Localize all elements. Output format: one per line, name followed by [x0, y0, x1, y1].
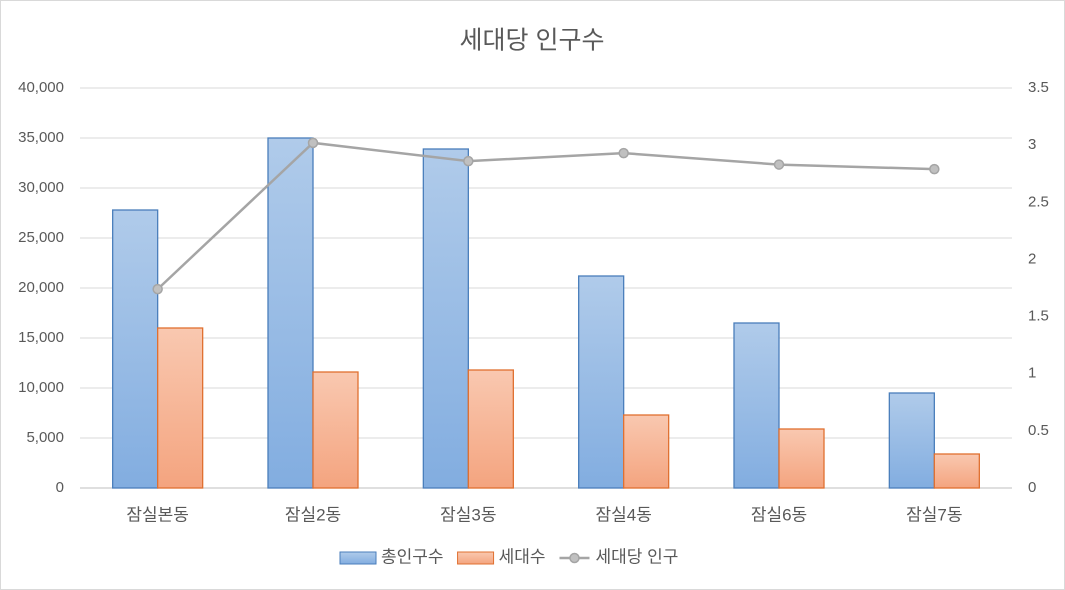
- y2-tick-label: 0.5: [1028, 422, 1049, 439]
- chart-title: 세대당 인구수: [460, 27, 605, 55]
- bar: [312, 371, 359, 489]
- y2-tick-label: 0: [1028, 479, 1036, 496]
- x-tick-label: 잠실2동: [285, 505, 341, 524]
- legend-swatch: [339, 551, 377, 565]
- y-tick-label: 5,000: [26, 429, 64, 446]
- y-tick-label: 35,000: [18, 129, 64, 146]
- y2-tick-label: 3: [1028, 136, 1036, 153]
- bar: [157, 327, 204, 489]
- y2-tick-label: 3.5: [1028, 79, 1049, 96]
- x-tick-label: 잠실3동: [440, 505, 496, 524]
- y-tick-label: 10,000: [18, 379, 64, 396]
- bar: [623, 414, 670, 489]
- line-marker: [773, 159, 785, 170]
- line-marker: [463, 155, 474, 167]
- legend-swatch: [569, 552, 580, 564]
- legend-label: 세대수: [499, 547, 546, 566]
- bar: [888, 392, 935, 489]
- legend-label: 세대당 인구: [595, 547, 678, 566]
- y2-tick-label: 1: [1028, 365, 1036, 382]
- bar: [933, 453, 980, 489]
- x-tick-label: 잠실본동: [126, 505, 189, 524]
- bar: [733, 322, 780, 489]
- y-tick-label: 40,000: [18, 79, 64, 96]
- x-tick-label: 잠실7동: [906, 505, 962, 524]
- line: [156, 141, 935, 291]
- y-tick-label: 0: [56, 479, 64, 496]
- y2-tick-label: 1.5: [1028, 308, 1049, 325]
- bar: [422, 148, 469, 489]
- x-tick-label: 잠실6동: [751, 505, 807, 524]
- line-marker: [618, 147, 629, 159]
- y-tick-label: 25,000: [18, 229, 64, 246]
- line-marker: [307, 137, 319, 149]
- y2-tick-label: 2.5: [1028, 193, 1049, 210]
- bar: [267, 137, 314, 489]
- line-marker: [152, 283, 163, 295]
- legend-label: 총인구수: [381, 547, 444, 566]
- bar: [578, 275, 625, 489]
- y-tick-label: 30,000: [18, 179, 64, 196]
- y2-tick-label: 2: [1028, 250, 1036, 267]
- line-marker: [929, 163, 940, 175]
- x-tick-label: 잠실4동: [595, 505, 651, 524]
- bar: [778, 428, 825, 489]
- bar: [112, 209, 159, 489]
- legend-swatch: [457, 551, 495, 565]
- y-tick-label: 20,000: [18, 279, 64, 296]
- y-tick-label: 15,000: [18, 329, 64, 346]
- bar: [467, 369, 514, 489]
